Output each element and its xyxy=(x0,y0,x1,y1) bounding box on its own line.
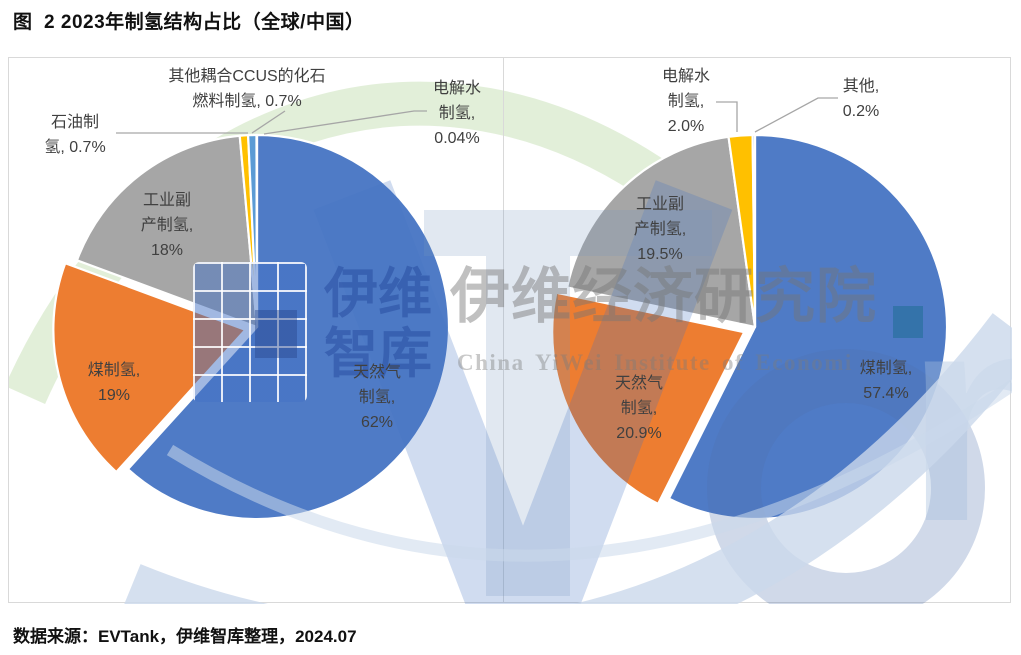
pie-label-全球-煤制氢: 煤制氢, 19% xyxy=(88,358,140,408)
leader-line-电解水制氢 xyxy=(263,110,427,135)
pie-label-line: 制氢, xyxy=(358,389,396,406)
pie-label-line: 2.0% xyxy=(667,118,705,135)
pie-label-中国-天然气制氢: 天然气制氢, 20.9% xyxy=(615,371,663,446)
pie-label-line: 62% xyxy=(360,414,394,431)
pie-label-中国-工业副产制氢: 工业副产制氢, 19.5% xyxy=(634,192,686,267)
pie-label-全球-电解水制氢: 电解水制氢, 0.04% xyxy=(433,76,481,151)
pie-label-line: 19.5% xyxy=(637,246,683,263)
pie-label-line: 燃料制氢, 0.7% xyxy=(192,93,302,110)
pie-中国-slice-其他 xyxy=(751,133,757,329)
pie-label-全球-石油制氢: 石油制氢, 0.7% xyxy=(44,110,105,160)
pie-中国-slice-工业副产制氢 xyxy=(566,135,757,329)
figure-title: 图 2 2023年制氢结构占比（全球/中国） xyxy=(13,12,365,33)
pie-label-line: 制氢, xyxy=(667,93,705,110)
pie-label-line: 0.04% xyxy=(434,130,480,147)
pie-label-line: 煤制氢, xyxy=(87,362,141,379)
pie-label-全球-其他耦合CCUS的化石燃料制氢: 其他耦合CCUS的化石 燃料制氢, 0.7% xyxy=(168,64,325,114)
pie-label-全球-天然气制氢: 天然气制氢, 62% xyxy=(353,360,401,435)
pie-label-line: 电解水 xyxy=(661,68,711,85)
pie-label-line: 制氢, xyxy=(438,105,476,122)
pie-label-line: 天然气 xyxy=(352,364,402,381)
pie-label-line: 57.4% xyxy=(863,385,909,402)
pie-label-line: 产制氢, xyxy=(140,217,194,234)
pie-label-line: 其他耦合CCUS的化石 xyxy=(168,68,326,85)
pie-label-line: 煤制氢, xyxy=(859,360,913,377)
leader-line-电解水制氢 xyxy=(716,101,738,132)
pie-label-line: 工业副 xyxy=(142,192,192,209)
leader-line-其他 xyxy=(754,97,838,133)
pie-label-line: 氢, 0.7% xyxy=(44,139,106,156)
pie-label-line: 19% xyxy=(97,387,131,404)
pie-label-line: 其他, xyxy=(842,78,880,95)
pie-label-line: 工业副 xyxy=(635,196,685,213)
pie-label-line: 制氢, xyxy=(620,400,658,417)
pie-label-全球-工业副产制氢: 工业副产制氢, 18% xyxy=(141,188,193,263)
leader-line-其他耦合CCUS的化石燃料制氢 xyxy=(251,110,286,134)
pie-label-line: 石油制 xyxy=(50,114,99,131)
pie-label-line: 天然气 xyxy=(614,375,664,392)
pie-label-line: 电解水 xyxy=(432,80,482,97)
pie-label-中国-其他: 其他, 0.2% xyxy=(843,74,879,124)
pie-label-中国-煤制氢: 煤制氢, 57.4% xyxy=(860,356,912,406)
source-note: 数据来源：EVTank，伊维智库整理，2024.07 xyxy=(13,627,357,646)
pie-label-line: 产制氢, xyxy=(633,221,687,238)
pie-label-line: 0.2% xyxy=(842,103,880,120)
pie-label-line: 20.9% xyxy=(616,425,662,442)
pie-label-中国-电解水制氢: 电解水制氢, 2.0% xyxy=(662,64,710,139)
pie-label-line: 18% xyxy=(150,242,184,259)
